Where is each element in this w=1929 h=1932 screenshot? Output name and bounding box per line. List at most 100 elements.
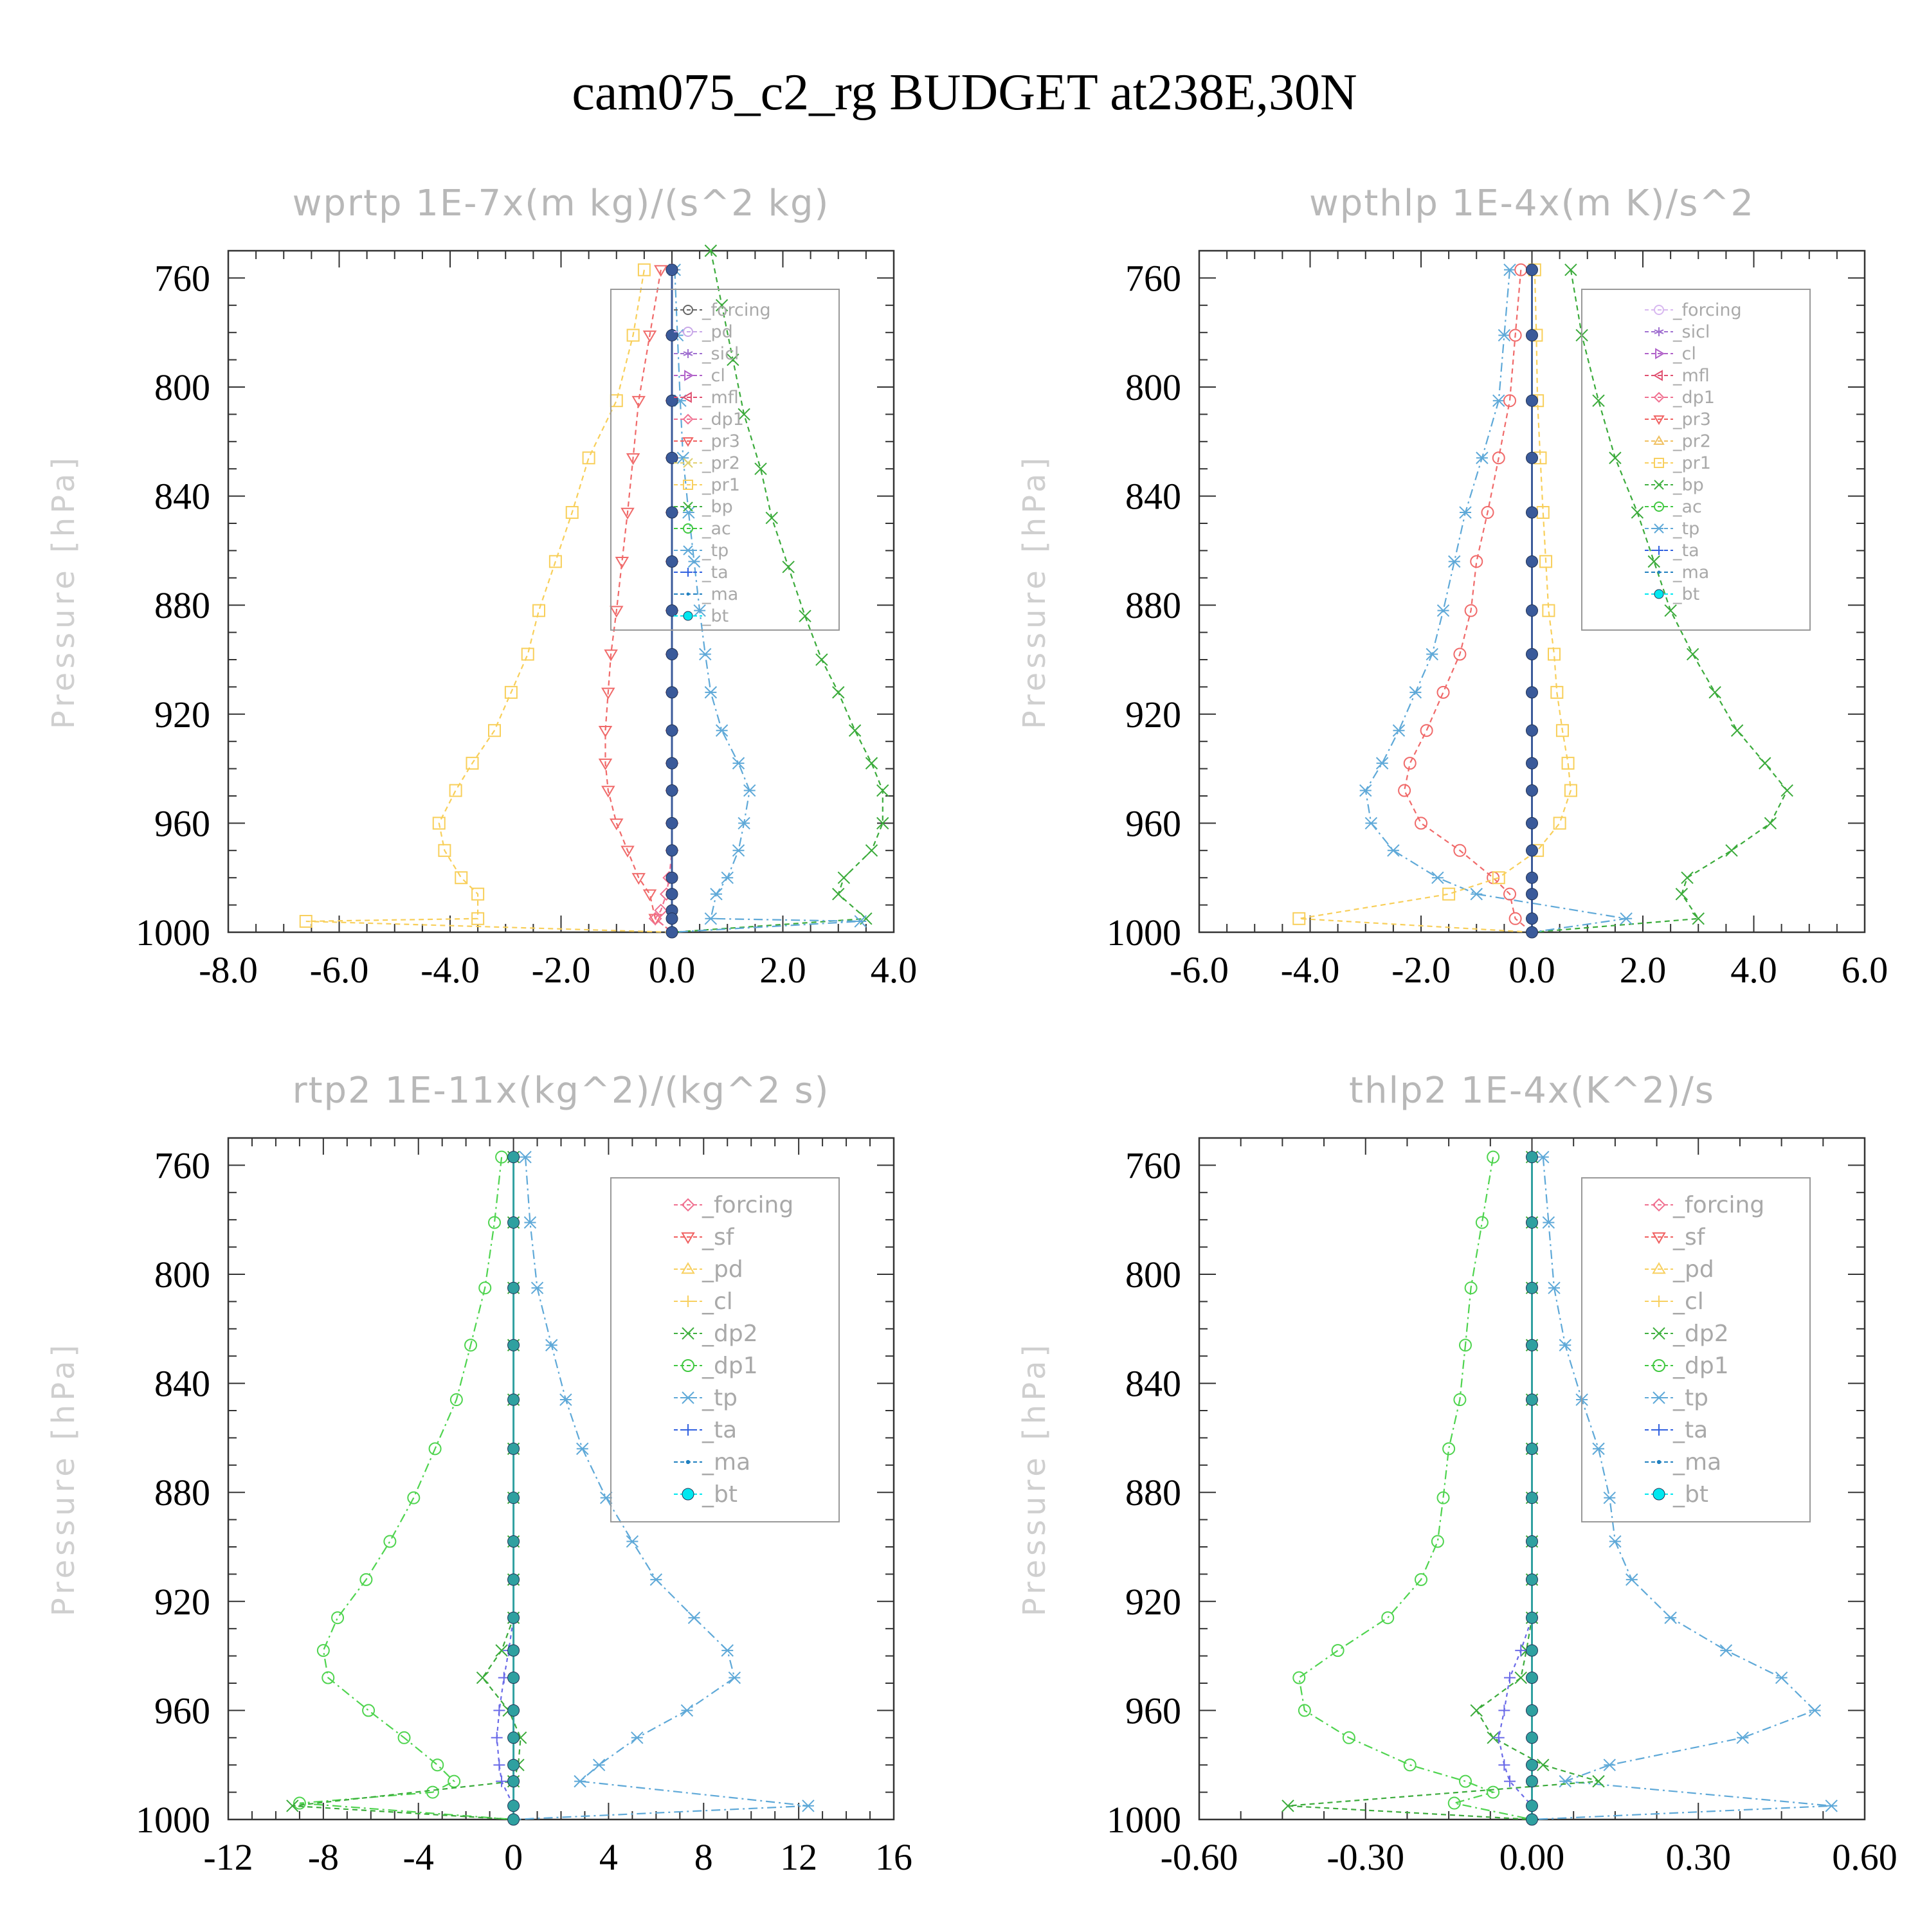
data-point — [1526, 888, 1538, 901]
data-point — [449, 1393, 463, 1407]
data-point — [732, 844, 745, 857]
data-point — [704, 244, 718, 257]
data-point — [448, 1774, 461, 1788]
data-point — [1503, 263, 1516, 276]
legend-label: _dp2 — [702, 1321, 758, 1347]
legend-label: _cl — [1672, 1288, 1704, 1315]
series-line — [1532, 269, 1788, 934]
legend-marker — [1654, 458, 1664, 468]
data-point — [438, 844, 451, 857]
x-tick-label: 4.0 — [1730, 949, 1777, 991]
data-point — [428, 1442, 442, 1456]
data-point — [666, 888, 678, 901]
x-tick-label: -4.0 — [1281, 949, 1340, 991]
plot-area — [1281, 1150, 1838, 1826]
data-point — [293, 1796, 306, 1810]
data-point — [1526, 1611, 1538, 1624]
data-point — [1442, 887, 1456, 901]
x-tick-label: 0.60 — [1832, 1836, 1897, 1878]
panel-1: wprtp 1E-7x(m kg)/(s^2 kg) Pressure [hPa]… — [46, 183, 917, 991]
data-point — [1550, 685, 1564, 699]
data-point — [1736, 1731, 1749, 1744]
legend-marker — [1654, 501, 1664, 512]
data-point — [1381, 1611, 1395, 1625]
data-point — [1526, 1758, 1538, 1771]
data-point — [721, 1644, 734, 1657]
legend: _forcing _sf _pd _cl _dp2 _dp1 _tp _ta _ma _bt — [1581, 1177, 1811, 1522]
legend-marker — [682, 1424, 694, 1436]
data-point — [1592, 394, 1605, 407]
data-point — [1470, 887, 1483, 901]
legend-label: _cl — [702, 1288, 733, 1315]
data-point — [666, 926, 678, 939]
data-point — [699, 647, 712, 661]
x-tick-label: -4.0 — [421, 949, 480, 991]
series-line — [1364, 269, 1627, 934]
x-tick-label: 0 — [504, 1836, 523, 1878]
legend-marker — [684, 568, 693, 577]
y-tick-label: 920 — [1125, 694, 1181, 736]
data-point — [1631, 506, 1644, 519]
data-point — [495, 1644, 508, 1657]
y-tick-label: 800 — [1125, 1254, 1181, 1296]
data-point — [715, 299, 729, 312]
legend-box — [610, 289, 840, 631]
data-point — [507, 1281, 520, 1294]
series-dp1 — [1398, 263, 1533, 933]
legend-label: _pr3 — [1672, 410, 1711, 429]
data-point — [610, 606, 624, 618]
data-point — [507, 1393, 520, 1406]
legend-marker — [682, 437, 694, 447]
data-point — [1559, 1339, 1571, 1351]
panel-2: wpthlp 1E-4x(m K)/s^2 Pressure [hPa] 760 80… — [1017, 183, 1888, 991]
data-point — [615, 557, 629, 569]
data-point — [743, 784, 756, 797]
data-point — [1542, 604, 1555, 617]
data-point — [592, 1758, 606, 1771]
series-pr3 — [598, 265, 673, 933]
data-point — [1470, 1704, 1483, 1717]
data-point — [865, 844, 878, 857]
legend-marker — [682, 1359, 694, 1372]
data-point — [1359, 784, 1372, 797]
data-point — [876, 817, 889, 830]
data-point — [1775, 1671, 1788, 1684]
legend-label: _tp — [702, 541, 729, 561]
data-point — [782, 561, 795, 573]
data-point — [626, 453, 640, 465]
data-point — [1526, 329, 1538, 341]
data-point — [383, 1535, 397, 1548]
y-tick-label: 840 — [154, 476, 210, 518]
data-point — [1526, 394, 1538, 407]
legend-marker — [683, 545, 693, 555]
data-point — [466, 757, 479, 770]
data-point — [1730, 724, 1744, 737]
legend-label: _forcing — [702, 1192, 793, 1218]
plot-frame — [227, 249, 895, 934]
legend-marker — [683, 480, 693, 490]
data-point — [1539, 555, 1553, 568]
data-point — [1647, 555, 1660, 568]
y-tick-label: 880 — [1125, 584, 1181, 626]
data-point — [1453, 647, 1467, 661]
data-point — [1553, 817, 1566, 830]
data-point — [604, 649, 618, 662]
legend-marker — [1654, 523, 1664, 534]
data-point — [1436, 604, 1450, 617]
data-point — [1526, 1281, 1538, 1294]
data-point — [654, 265, 668, 277]
plot-frame — [227, 1137, 895, 1821]
legend-marker — [1653, 1488, 1665, 1501]
data-point — [1526, 724, 1538, 737]
data-point — [1719, 1644, 1733, 1657]
data-point — [1526, 1775, 1538, 1788]
panel-4: thlp2 1E-4x(K^2)/s Pressure [hPa] 760 800 84… — [1017, 1070, 1897, 1878]
series-line — [1299, 269, 1572, 934]
data-point — [1686, 647, 1699, 661]
data-point — [548, 555, 562, 568]
legend-marker — [1653, 1391, 1665, 1404]
legend-marker — [683, 327, 693, 337]
data-point — [666, 648, 678, 661]
data-point — [507, 1535, 520, 1548]
data-point — [1331, 1644, 1345, 1657]
